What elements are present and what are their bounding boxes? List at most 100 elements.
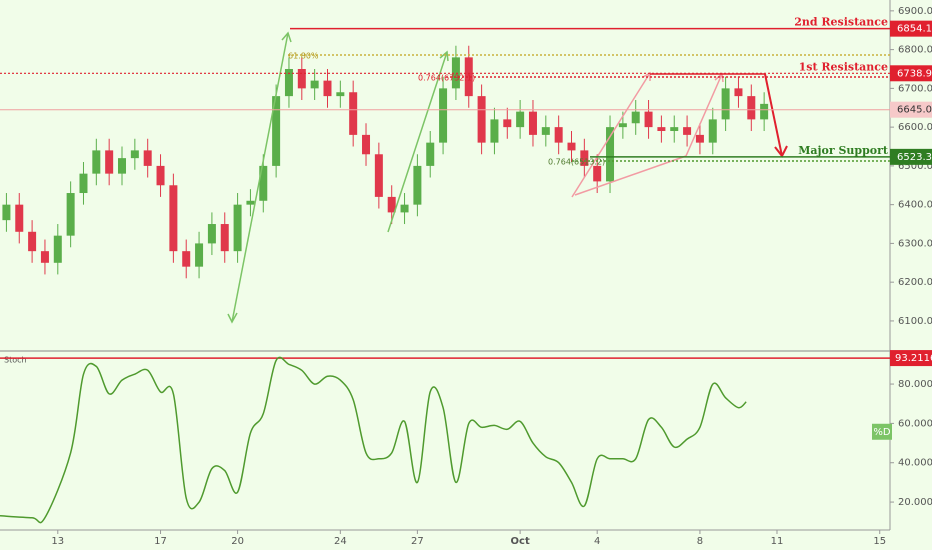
level-tag: [890, 65, 932, 82]
candle-body: [541, 127, 550, 135]
candle-body: [195, 243, 204, 267]
drawings: [227, 31, 890, 324]
arrow-pink: [574, 155, 687, 196]
candle-body: [169, 185, 178, 252]
level-value: 6854.1: [897, 24, 932, 35]
x-tick-label: 13: [51, 536, 64, 547]
x-tick-label: 4: [594, 536, 600, 547]
fib-label: 0.764(6732.1): [418, 74, 475, 83]
indicator-name: %D: [873, 427, 891, 438]
candle-body: [246, 200, 255, 205]
candle-body: [284, 68, 293, 97]
y-tick-label: 6500.0: [898, 161, 932, 172]
x-tick-label: 24: [334, 536, 347, 547]
candle-body: [40, 251, 49, 263]
x-tick-label: 15: [873, 536, 886, 547]
x-tick-label: 27: [411, 536, 424, 547]
candle-body: [477, 96, 486, 143]
arrow-pink: [571, 72, 651, 198]
level-label: 2nd Resistance: [794, 16, 888, 29]
candle-body: [66, 193, 75, 236]
candle-body: [387, 196, 396, 213]
candle-body: [259, 165, 268, 201]
candle-body: [118, 158, 127, 174]
candle-body: [79, 173, 88, 194]
candle-body: [336, 92, 345, 97]
arrow-up: [387, 51, 448, 233]
y-tick-label: 6400.0: [898, 200, 932, 211]
candle-body: [272, 96, 281, 166]
candle-body: [349, 92, 358, 135]
candle-body: [143, 150, 152, 166]
level-label: 1st Resistance: [799, 60, 888, 73]
arrow-head: [227, 312, 238, 324]
y-tick-label: 6200.0: [898, 277, 932, 288]
candle-body: [156, 165, 165, 186]
arrow-pink: [685, 73, 723, 157]
level-tag: [890, 20, 932, 37]
candle-body: [760, 103, 769, 120]
level-value: 6738.9: [897, 68, 932, 79]
candle-body: [554, 127, 563, 143]
level-label: Major Support: [798, 144, 889, 157]
candle-body: [413, 165, 422, 205]
arrow-down: [764, 73, 783, 157]
candle-body: [593, 165, 602, 182]
candle-body: [683, 127, 692, 135]
candle-body: [2, 204, 11, 221]
candle-body: [207, 224, 216, 244]
y-tick-label: 6100.0: [898, 316, 932, 327]
candle-body: [618, 123, 627, 128]
candle-body: [182, 251, 191, 267]
candle-body: [15, 204, 24, 232]
level-value: 6523.3: [897, 152, 932, 163]
x-tick-label: Oct: [511, 536, 530, 547]
candle-body: [297, 68, 306, 89]
candle-body: [631, 111, 640, 124]
indicator-title: Stoch: [4, 356, 27, 365]
candle-body: [451, 57, 460, 89]
y-tick-label: 20.0000: [898, 497, 932, 508]
candle-body: [528, 111, 537, 135]
arrow-head: [774, 145, 788, 158]
candle-body: [606, 127, 615, 182]
level-tag: [890, 148, 932, 165]
arrow-head: [281, 31, 292, 43]
indicator-line: [0, 356, 747, 524]
candle-body: [734, 88, 743, 97]
candle-body: [374, 154, 383, 197]
candle-body: [439, 88, 448, 143]
candle-body: [567, 142, 576, 151]
candle-body: [310, 80, 319, 89]
candle-body: [323, 80, 332, 97]
y-tick-label: 6700.0: [898, 83, 932, 94]
candle-body: [644, 111, 653, 128]
candle-body: [503, 119, 512, 128]
candle-body: [220, 224, 229, 252]
arrow-up: [231, 32, 289, 323]
candle-body: [105, 150, 114, 174]
y-tick-label: 80.0000: [898, 379, 932, 390]
y-tick-label: 60.0000: [898, 418, 932, 429]
candle-body: [362, 134, 371, 155]
x-tick-label: 8: [697, 536, 703, 547]
indicator-level-tag: [890, 350, 932, 367]
y-tick-label: 6600.0: [898, 122, 932, 133]
candle-body: [670, 127, 679, 132]
candle-body: [695, 134, 704, 143]
candle-body: [92, 150, 101, 174]
marks: [2, 45, 769, 279]
candle-body: [28, 231, 37, 252]
y-tick-label: 6300.0: [898, 238, 932, 249]
indicator-level-label: 93.2116: [895, 353, 932, 364]
candle-body: [747, 96, 756, 120]
indicator-name-tag: [872, 423, 892, 440]
arrow-head: [439, 50, 449, 62]
candle-body: [516, 111, 525, 128]
y-tick-label: 40.0000: [898, 458, 932, 469]
candle-body: [400, 204, 409, 213]
x-tick-label: 11: [771, 536, 784, 547]
candle-body: [53, 235, 62, 263]
candle-body: [490, 119, 499, 143]
